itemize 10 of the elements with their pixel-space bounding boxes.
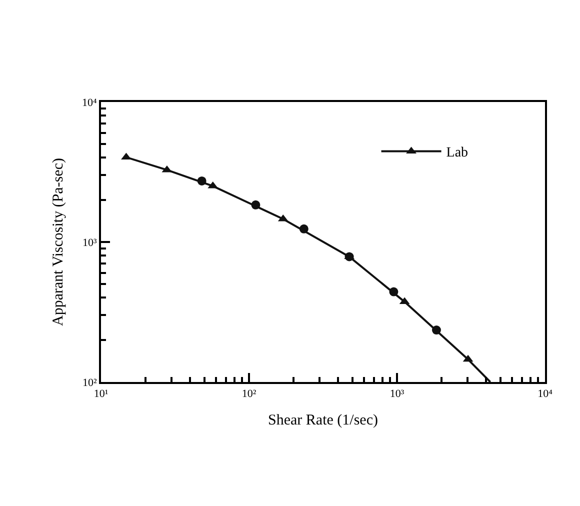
x-tick-label: 10⁴ <box>538 388 553 400</box>
x-axis-title: Shear Rate (1/sec) <box>268 412 378 429</box>
y-tick-label: 10⁴ <box>82 96 97 109</box>
y-axis-title: Apparant Viscosity (Pa-sec) <box>50 158 67 326</box>
y-tick-label: 10³ <box>82 236 98 249</box>
x-tick-label: 10² <box>242 388 257 400</box>
legend-label: Lab <box>446 146 468 161</box>
y-tick-label: 10² <box>82 376 98 389</box>
x-tick-label: 10³ <box>390 388 405 400</box>
x-tick-label: 10¹ <box>94 388 108 400</box>
